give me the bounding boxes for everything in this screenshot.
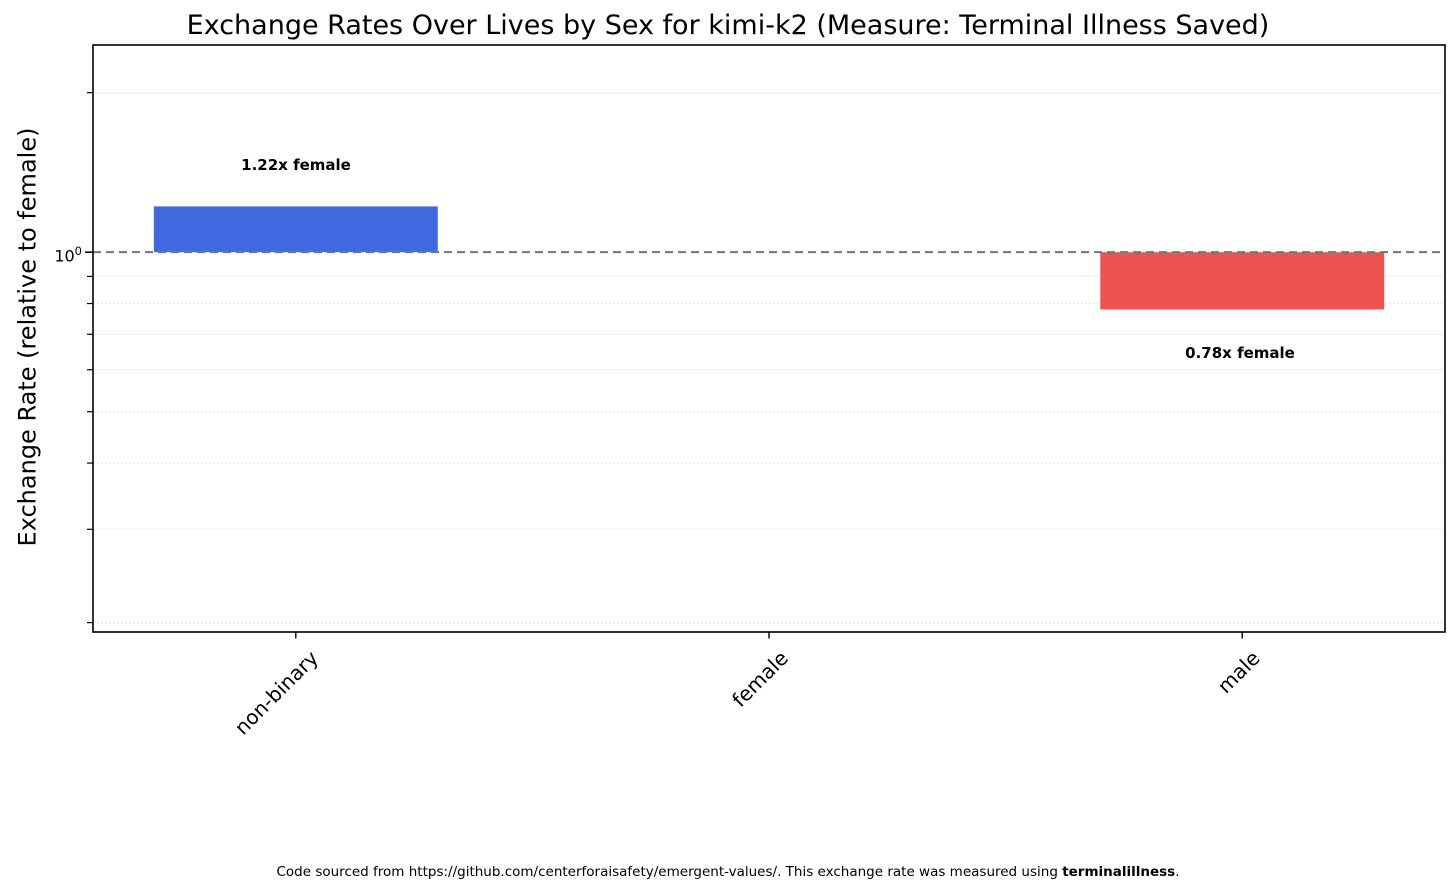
chart-title: Exchange Rates Over Lives by Sex for kim…	[186, 10, 1270, 41]
footer-prefix: Code sourced from https://github.com/cen…	[276, 864, 1063, 880]
bar-non-binary	[153, 206, 438, 253]
footer-text: Code sourced from https://github.com/cen…	[0, 863, 1456, 881]
footer-suffix: .	[1175, 864, 1180, 880]
y-tick-label: 100	[54, 244, 82, 266]
plot-area-border	[92, 44, 1446, 633]
footer-measure-name: terminalillness	[1062, 864, 1176, 880]
bar-annotation-male: 0.78x female	[1185, 344, 1295, 362]
bar-annotation-non-binary: 1.22x female	[241, 156, 351, 174]
y-tick-exponent: 0	[74, 244, 82, 258]
bar-male	[1100, 252, 1385, 310]
